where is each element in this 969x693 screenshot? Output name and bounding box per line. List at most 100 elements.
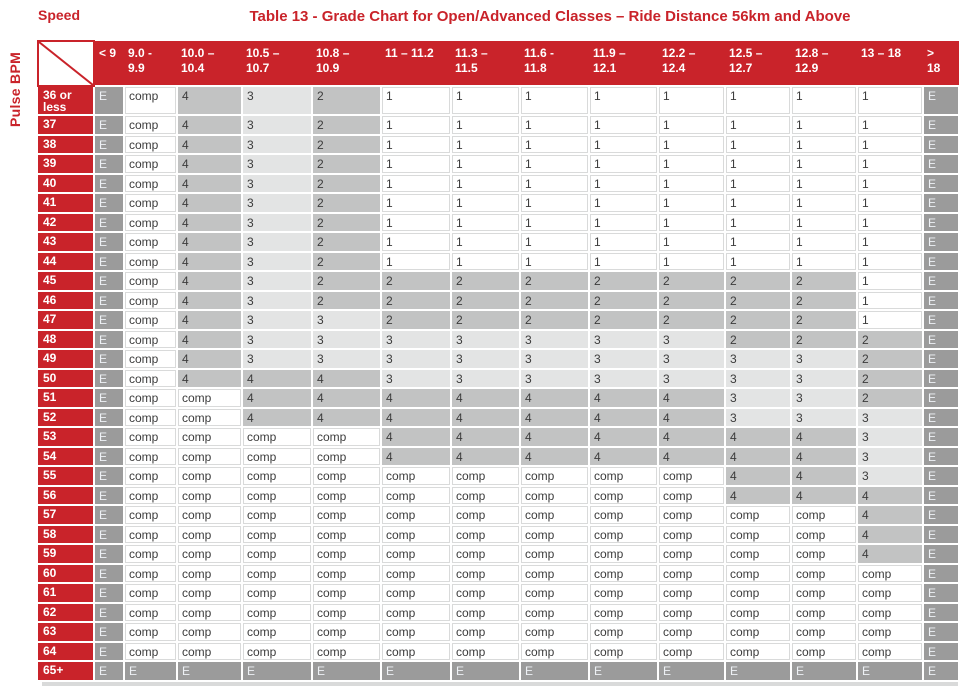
grade-cell: 3 <box>725 388 792 409</box>
grade-cell: comp <box>124 368 178 389</box>
grade-cell: 2 <box>312 86 382 116</box>
grade-cell: 4 <box>177 290 243 311</box>
grade-cell: comp <box>589 505 659 526</box>
grade-cell: 4 <box>451 388 521 409</box>
grade-cell: comp <box>177 485 243 506</box>
grade-cell: 3 <box>520 368 590 389</box>
grade-cell: 3 <box>725 407 792 428</box>
grade-cell: E <box>923 407 960 428</box>
grade-cell: E <box>94 310 125 331</box>
grade-cell: 2 <box>857 349 924 370</box>
grade-cell: comp <box>312 622 382 643</box>
pulse-row-label: 57 <box>38 505 95 526</box>
grade-cell: 2 <box>312 232 382 253</box>
grade-cell: 1 <box>589 115 659 136</box>
grade-cell: comp <box>124 485 178 506</box>
grade-cell: 3 <box>791 349 858 370</box>
grade-cell: comp <box>242 505 313 526</box>
grade-cell: 2 <box>589 271 659 292</box>
grade-cell: 1 <box>589 134 659 155</box>
grade-cell: E <box>94 173 125 194</box>
grade-cell: 2 <box>451 271 521 292</box>
grade-cell: 4 <box>451 407 521 428</box>
table-wrap: < 9 9.0 - 9.9 10.0 – 10.4 10.5 – 10.7 10.8 –… <box>37 40 960 686</box>
grade-cell: comp <box>124 505 178 526</box>
grade-cell: comp <box>451 602 521 623</box>
grade-cell: comp <box>381 622 452 643</box>
grade-cell: 1 <box>725 212 792 233</box>
grade-cell: 3 <box>381 329 452 350</box>
grade-cell: comp <box>177 524 243 545</box>
grade-cell: 2 <box>791 329 858 350</box>
pulse-row-label: 55 <box>38 466 95 487</box>
grade-cell: 3 <box>725 349 792 370</box>
grade-cell: E <box>923 485 960 506</box>
grade-cell: E <box>791 661 858 682</box>
grade-cell: comp <box>791 583 858 604</box>
grade-cell: E <box>94 661 125 682</box>
grade-cell: 4 <box>589 427 659 448</box>
grade-cell: 1 <box>520 232 590 253</box>
pulse-row-label: 39 <box>38 154 95 175</box>
grade-cell: comp <box>124 563 178 584</box>
grade-cell: 1 <box>520 173 590 194</box>
grade-cell: 4 <box>242 407 313 428</box>
pulse-row-label: 60 <box>38 563 95 584</box>
grade-cell: comp <box>658 583 726 604</box>
grade-cell: 1 <box>791 134 858 155</box>
grade-cell: 2 <box>725 290 792 311</box>
grade-cell: comp <box>451 641 521 662</box>
grade-cell: comp <box>725 524 792 545</box>
grade-cell: 2 <box>857 329 924 350</box>
grade-cell: 2 <box>658 310 726 331</box>
grade-cell: 3 <box>791 368 858 389</box>
grade-cell: E <box>923 446 960 467</box>
grade-cell: E <box>923 544 960 565</box>
grade-cell: E <box>94 134 125 155</box>
grade-cell: 1 <box>791 173 858 194</box>
grade-cell: comp <box>242 427 313 448</box>
grade-cell: E <box>312 661 382 682</box>
grade-cell: 3 <box>242 232 313 253</box>
pulse-row-label: 44 <box>38 251 95 272</box>
grade-cell: 1 <box>857 154 924 175</box>
grade-cell: 1 <box>381 173 452 194</box>
grade-cell: 3 <box>242 154 313 175</box>
grade-cell: 1 <box>658 134 726 155</box>
grade-cell: comp <box>124 212 178 233</box>
speed-column-header-1: 9.0 - 9.9 <box>124 41 177 87</box>
grade-cell: comp <box>589 622 659 643</box>
grade-cell: E <box>94 583 125 604</box>
grade-cell: 2 <box>857 388 924 409</box>
grade-cell: comp <box>124 329 178 350</box>
grade-cell: E <box>923 193 960 214</box>
grade-cell: E <box>94 466 125 487</box>
grade-cell: 2 <box>381 271 452 292</box>
grade-cell: 3 <box>242 290 313 311</box>
grade-cell: comp <box>312 602 382 623</box>
pulse-row-label: 42 <box>38 212 95 233</box>
grade-cell: comp <box>658 544 726 565</box>
grade-cell: 2 <box>312 251 382 272</box>
pulse-row-label: 59 <box>38 544 95 565</box>
grade-cell: 4 <box>177 232 243 253</box>
grade-cell: E <box>94 427 125 448</box>
grade-cell: 1 <box>857 173 924 194</box>
grade-cell: comp <box>725 505 792 526</box>
grade-cell: E <box>94 544 125 565</box>
grade-cell: 4 <box>177 193 243 214</box>
grade-cell: comp <box>124 173 178 194</box>
grade-cell: E <box>520 661 590 682</box>
grade-cell: 4 <box>791 485 858 506</box>
grade-cell: 4 <box>520 427 590 448</box>
grade-cell: comp <box>124 544 178 565</box>
grade-cell: E <box>923 232 960 253</box>
